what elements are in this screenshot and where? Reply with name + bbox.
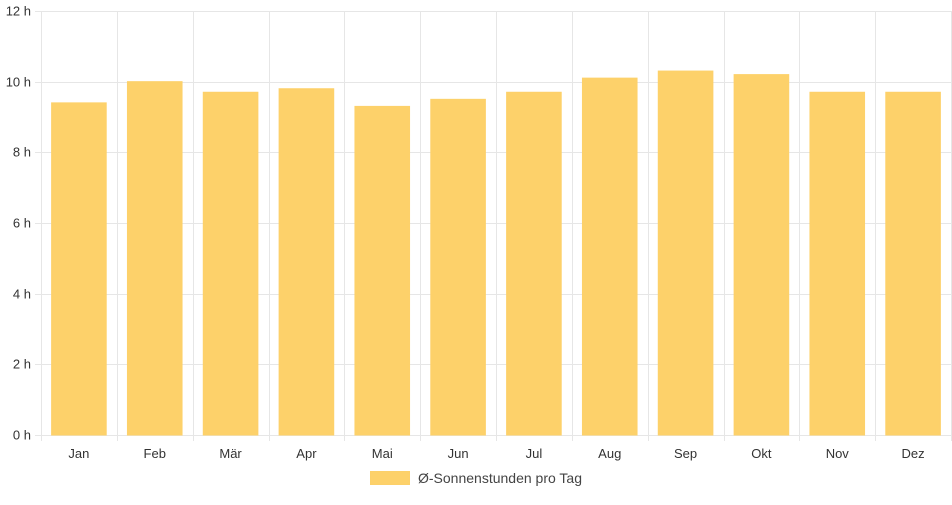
legend-label: Ø-Sonnenstunden pro Tag — [418, 470, 582, 486]
bar-dez[interactable] — [885, 91, 941, 436]
axis-layer: 0 h 2 h 4 h 6 h 8 h 10 h 12 h Jan Feb Mär Apr Mai Ju… — [6, 4, 925, 462]
chart-legend[interactable]: Ø-Sonnenstunden pro Tag — [0, 470, 952, 486]
bar-mär[interactable] — [202, 91, 259, 436]
y-tick-label: 2 h — [13, 357, 31, 372]
x-tick-label: Okt — [751, 446, 772, 461]
bar-jan[interactable] — [51, 102, 107, 436]
bar-okt[interactable] — [733, 74, 790, 436]
grid-layer — [35, 11, 952, 441]
y-tick-label: 6 h — [13, 216, 31, 231]
bars-layer — [51, 70, 941, 436]
y-tick-label: 10 h — [6, 75, 31, 90]
y-tick-label: 4 h — [13, 287, 31, 302]
bar-jul[interactable] — [506, 91, 562, 436]
y-tick-label: 8 h — [13, 145, 31, 160]
bar-sep[interactable] — [657, 70, 714, 436]
bar-jun[interactable] — [430, 98, 486, 436]
x-tick-label: Mai — [372, 446, 393, 461]
x-tick-label: Feb — [144, 446, 166, 461]
bar-apr[interactable] — [278, 88, 335, 436]
y-tick-label: 0 h — [13, 428, 31, 443]
x-tick-label: Jun — [448, 446, 469, 461]
x-tick-label: Apr — [296, 446, 317, 461]
x-tick-label: Aug — [598, 446, 621, 461]
bar-aug[interactable] — [581, 77, 638, 436]
x-tick-label: Nov — [826, 446, 850, 461]
x-tick-label: Jul — [526, 446, 543, 461]
bar-mai[interactable] — [354, 105, 411, 436]
bar-feb[interactable] — [126, 81, 183, 436]
y-tick-label: 12 h — [6, 4, 31, 19]
x-tick-label: Sep — [674, 446, 697, 461]
bar-nov[interactable] — [809, 91, 866, 436]
x-tick-label: Dez — [902, 446, 925, 461]
x-tick-label: Mär — [219, 446, 242, 461]
legend-swatch — [370, 471, 410, 485]
x-tick-label: Jan — [68, 446, 89, 461]
